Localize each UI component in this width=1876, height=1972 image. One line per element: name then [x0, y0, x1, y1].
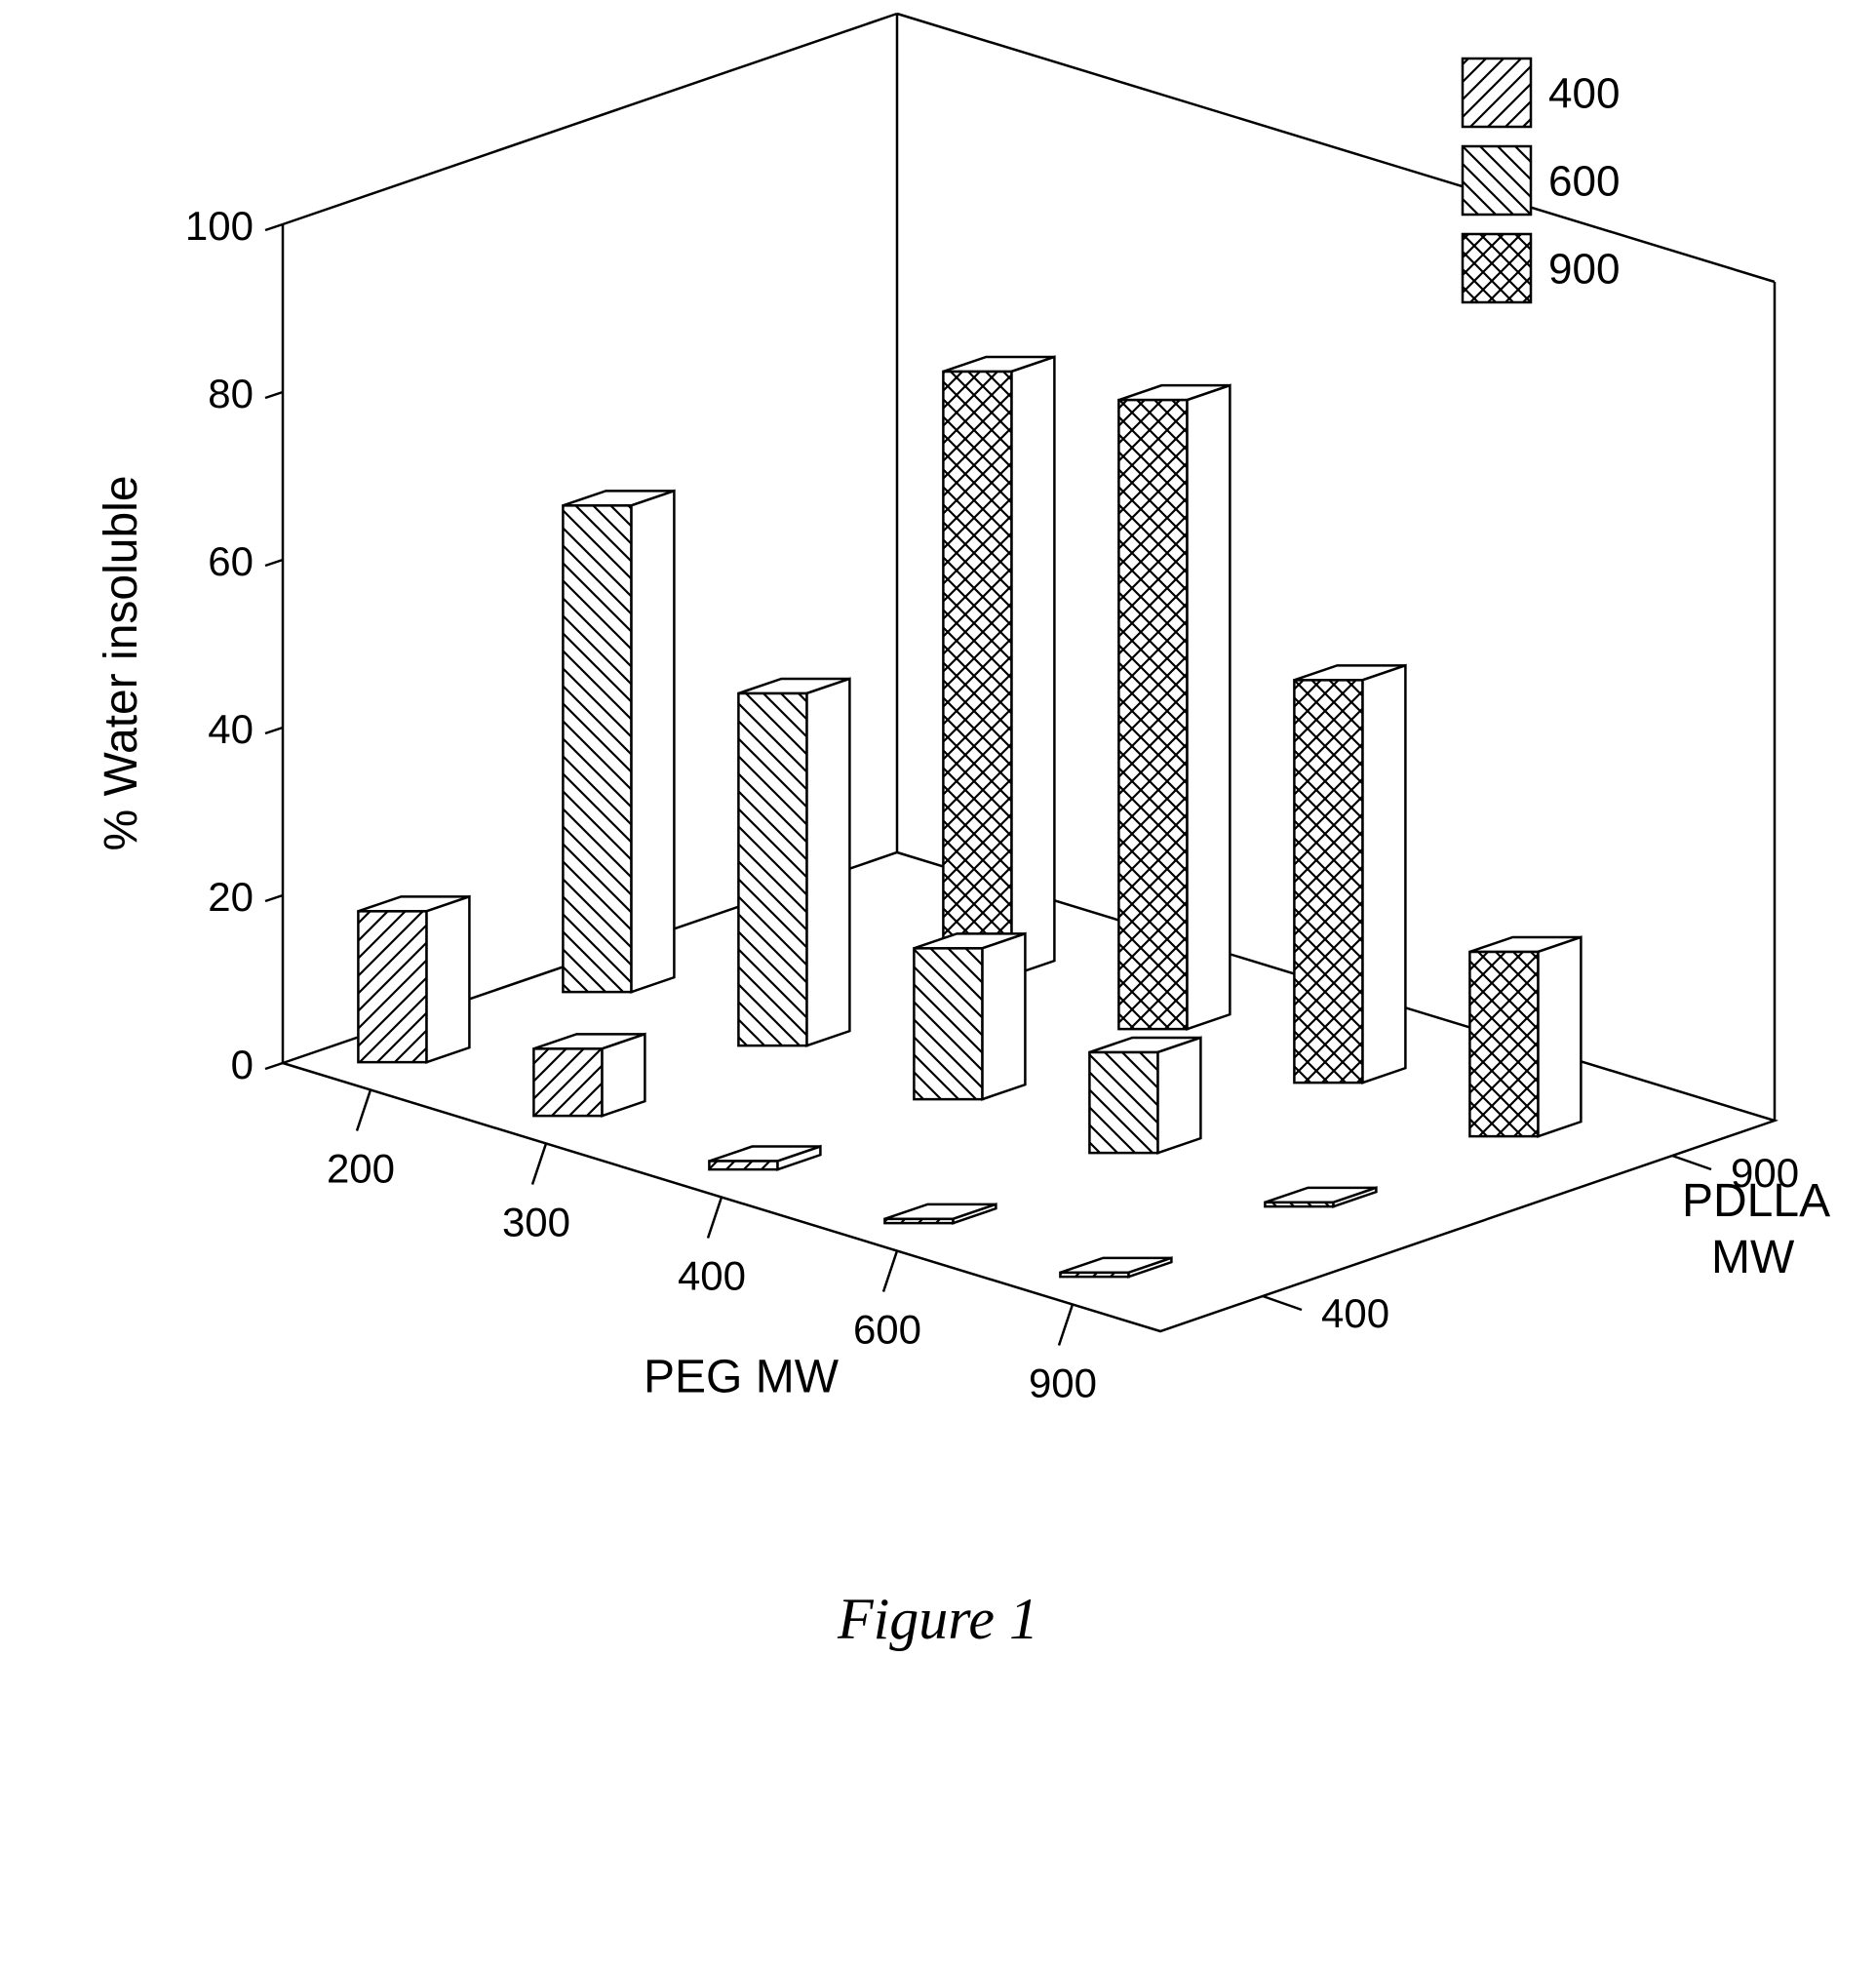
- bar-front: [1469, 952, 1538, 1136]
- bar-side: [1362, 665, 1405, 1083]
- bar-front: [914, 948, 982, 1099]
- bar-side: [1011, 357, 1054, 975]
- figure-caption: Figure 1: [837, 1587, 1038, 1651]
- bar-front: [884, 1219, 953, 1223]
- chart-container: 0 20 40 60 80 100 % Water insoluble 200 300 400 60…: [0, 0, 1876, 1972]
- x-tick-label: 400: [678, 1253, 746, 1299]
- bar-front: [943, 372, 1011, 975]
- z-tick-label: 20: [208, 874, 254, 920]
- bar-side: [982, 933, 1025, 1099]
- bar-front: [738, 693, 806, 1045]
- bar-front: [1060, 1273, 1128, 1277]
- x-tick-label: 200: [327, 1146, 395, 1192]
- z-tick-label: 40: [208, 706, 254, 752]
- bar-side: [806, 679, 849, 1045]
- bar-front: [358, 911, 426, 1062]
- bar-front: [709, 1162, 777, 1170]
- z-axis-title: % Water insoluble: [96, 475, 147, 850]
- legend-swatch: [1463, 59, 1531, 127]
- bar-front: [563, 505, 631, 992]
- bar-front: [1294, 680, 1362, 1083]
- bar-front: [1265, 1203, 1333, 1206]
- y-axis-title-line1: PDLLA: [1682, 1175, 1830, 1227]
- x-tick-label: 300: [502, 1200, 570, 1245]
- x-tick-label: 600: [853, 1307, 921, 1353]
- bar-side: [1157, 1038, 1200, 1153]
- x-axis-title: PEG MW: [644, 1352, 840, 1403]
- legend-label: 900: [1548, 245, 1620, 293]
- z-tick-label: 80: [208, 371, 254, 416]
- legend-label: 600: [1548, 157, 1620, 205]
- bar-front: [1118, 400, 1187, 1029]
- bar-side: [426, 896, 469, 1062]
- bar-front: [1089, 1052, 1157, 1153]
- z-tick-label: 60: [208, 538, 254, 584]
- bar-side: [631, 491, 674, 992]
- legend-label: 400: [1548, 69, 1620, 117]
- z-tick-label: 100: [185, 203, 254, 249]
- chart-svg: 0 20 40 60 80 100 % Water insoluble 200 300 400 60…: [0, 0, 1876, 1972]
- bar-side: [1538, 937, 1581, 1136]
- z-tick-label: 0: [231, 1042, 254, 1087]
- bar-side: [1187, 385, 1230, 1029]
- legend-swatch: [1463, 146, 1531, 215]
- bar-side: [602, 1034, 645, 1116]
- bar-front: [533, 1048, 602, 1116]
- y-axis-title-line2: MW: [1711, 1232, 1795, 1283]
- y-tick-label: 400: [1321, 1290, 1389, 1336]
- legend-swatch: [1463, 234, 1531, 302]
- x-tick-label: 900: [1029, 1361, 1097, 1406]
